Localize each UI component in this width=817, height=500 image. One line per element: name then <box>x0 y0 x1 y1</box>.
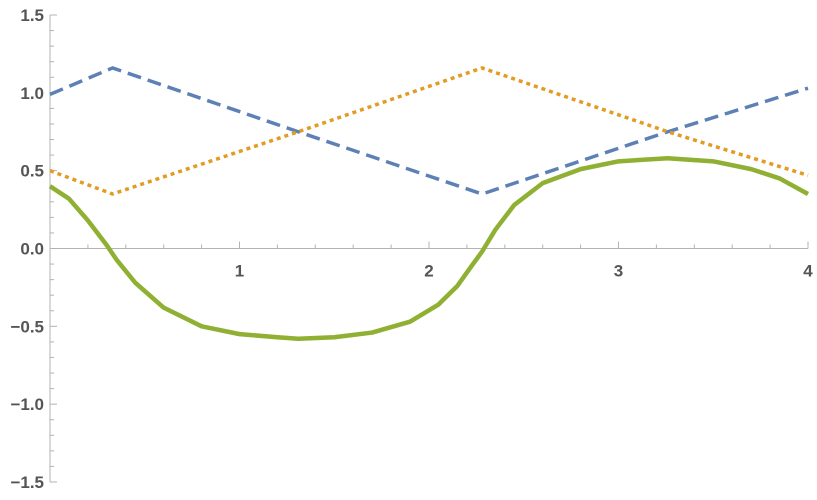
y-tick-label: 1.0 <box>20 84 44 103</box>
x-tick-label: 4 <box>803 262 813 281</box>
x-tick-label: 2 <box>424 262 433 281</box>
y-tick-label: 0.5 <box>20 162 44 181</box>
axes <box>49 14 809 483</box>
y-tick-label: −0.5 <box>10 317 44 336</box>
series-line-dashed <box>49 66 809 196</box>
y-tick-label: 0.0 <box>20 240 44 259</box>
y-tick-label: 1.5 <box>20 6 44 25</box>
series-line-solid <box>48 155 810 342</box>
y-tick-label: −1.5 <box>10 473 44 492</box>
x-tick-label: 3 <box>614 262 623 281</box>
x-tick-label: 1 <box>235 262 244 281</box>
y-tick-label: −1.0 <box>10 395 44 414</box>
tick-labels: 1 2 3 4 1.5 1.0 0.5 0.0 −0.5 −1.0 −1.5 <box>10 6 813 492</box>
series-layer <box>48 66 810 342</box>
